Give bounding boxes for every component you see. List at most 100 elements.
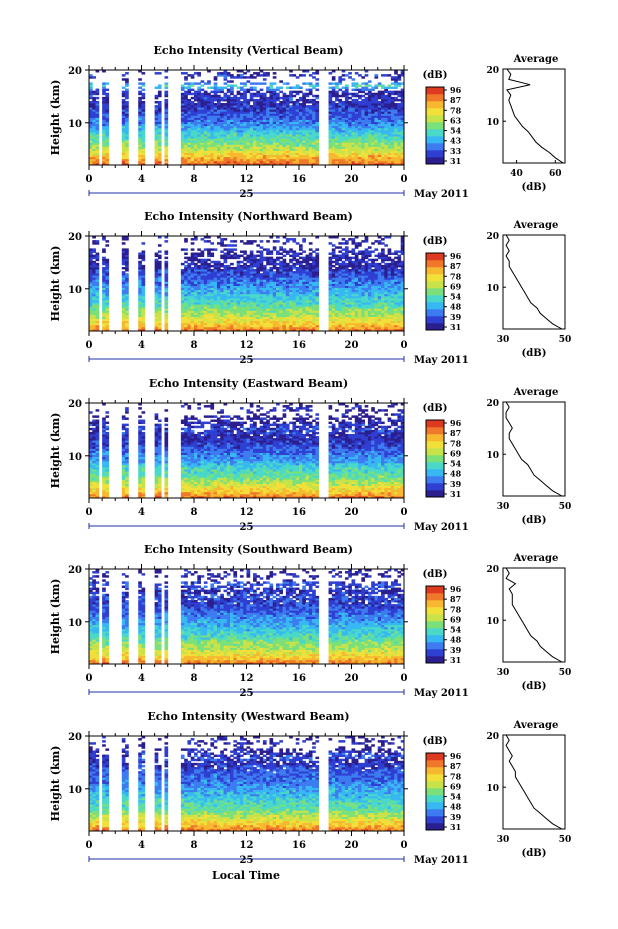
heatmap-cell	[89, 254, 93, 258]
heatmap-cell	[279, 129, 283, 133]
heatmap-cell	[328, 125, 333, 129]
heatmap-cell	[394, 115, 398, 118]
heatmap-cell	[223, 105, 228, 108]
heatmap-cell	[200, 304, 205, 307]
heatmap-cell	[285, 119, 290, 123]
heatmap-cell	[308, 92, 313, 96]
heatmap-cell	[384, 125, 388, 129]
heatmap-cell	[397, 152, 402, 156]
heatmap-cell	[203, 109, 208, 112]
heatmap-cell	[194, 277, 198, 280]
heatmap-cell	[157, 326, 162, 330]
heatmap-cell	[157, 316, 162, 320]
heatmap-cell	[239, 150, 244, 154]
heatmap-cell	[289, 131, 293, 135]
heatmap-cell	[210, 312, 215, 315]
heatmap-cell	[259, 92, 264, 96]
heatmap-cell	[203, 123, 208, 127]
heatmap-cell	[256, 254, 261, 258]
heatmap-cell	[157, 271, 162, 274]
heatmap-cell	[299, 138, 303, 141]
heatmap-cell	[341, 140, 346, 143]
heatmap-cell	[239, 154, 244, 158]
heatmap-cell	[295, 115, 300, 118]
heatmap-cell	[194, 266, 198, 270]
heatmap-cell	[387, 138, 392, 141]
heatmap-cell	[197, 105, 201, 108]
heatmap-cell	[197, 146, 201, 149]
heatmap-cell	[207, 281, 211, 284]
heatmap-cell	[121, 148, 126, 151]
heatmap-cell	[184, 304, 188, 307]
heatmap-cell	[364, 107, 369, 110]
heatmap-cell	[102, 162, 106, 166]
heatmap-cell	[210, 328, 215, 332]
heatmap-cell	[197, 281, 201, 284]
heatmap-cell	[364, 152, 369, 156]
heatmap-cell	[344, 86, 349, 89]
heatmap-cell	[200, 275, 205, 278]
heatmap-cell	[249, 250, 254, 253]
heatmap-cell	[259, 136, 264, 139]
heatmap-cell	[262, 256, 267, 260]
heatmap-cell	[305, 142, 310, 145]
heatmap-cell	[141, 138, 146, 141]
heatmap-cell	[207, 142, 211, 145]
heatmap-cell	[400, 107, 405, 110]
heatmap-cell	[236, 74, 241, 77]
heatmap-cell	[164, 82, 169, 85]
heatmap-cell	[187, 262, 192, 266]
heatmap-cell	[246, 111, 251, 114]
heatmap-cell	[187, 308, 192, 311]
heatmap-cell	[354, 98, 359, 102]
heatmap-cell	[387, 96, 392, 100]
colorbar-frame	[425, 86, 445, 165]
heatmap-cell	[390, 86, 395, 89]
heatmap-cell	[138, 262, 142, 266]
heatmap-cell	[194, 324, 198, 328]
heatmap-cell	[200, 127, 205, 131]
heatmap-cell	[354, 123, 359, 127]
heatmap-cell	[308, 123, 313, 127]
heatmap-cell	[299, 144, 303, 147]
heatmap-cell	[125, 162, 129, 166]
heatmap-cell	[335, 94, 339, 98]
heatmap-cell	[249, 129, 254, 133]
heatmap-cell	[249, 148, 254, 151]
heatmap-cell	[394, 162, 398, 166]
heatmap-cell	[197, 302, 201, 305]
heatmap-cell	[95, 310, 100, 313]
heatmap-cell	[200, 316, 205, 320]
heatmap-cell	[328, 131, 333, 135]
heatmap-cell	[102, 275, 106, 278]
heatmap-cell	[207, 283, 211, 286]
heatmap-cell	[187, 264, 192, 268]
heatmap-cell	[276, 113, 280, 116]
heatmap-cell	[348, 162, 352, 166]
heatmap-cell	[200, 96, 205, 100]
heatmap-cell	[203, 310, 208, 313]
heatmap-cell	[335, 152, 339, 156]
heatmap-cell	[236, 136, 241, 139]
heatmap-cell	[184, 117, 188, 120]
heatmap-cell	[299, 90, 303, 94]
heatmap-cell	[141, 269, 146, 272]
heatmap-cell	[220, 88, 224, 92]
heatmap-cell	[272, 103, 277, 106]
heatmap-cell	[157, 254, 162, 258]
heatmap-cell	[384, 127, 388, 131]
heatmap-cell	[279, 140, 283, 143]
heatmap-cell	[157, 140, 162, 143]
heatmap-cell	[279, 113, 283, 116]
heatmap-cell	[400, 119, 405, 123]
heatmap-cell	[348, 136, 352, 139]
heatmap-cell	[279, 127, 283, 131]
heatmap-cell	[203, 273, 208, 276]
heatmap-cell	[233, 109, 238, 112]
heatmap-cell	[95, 291, 100, 295]
heatmap-cell	[400, 123, 405, 127]
heatmap-cell	[354, 82, 359, 85]
heatmap-cell	[200, 156, 205, 160]
heatmap-cell	[203, 82, 208, 85]
